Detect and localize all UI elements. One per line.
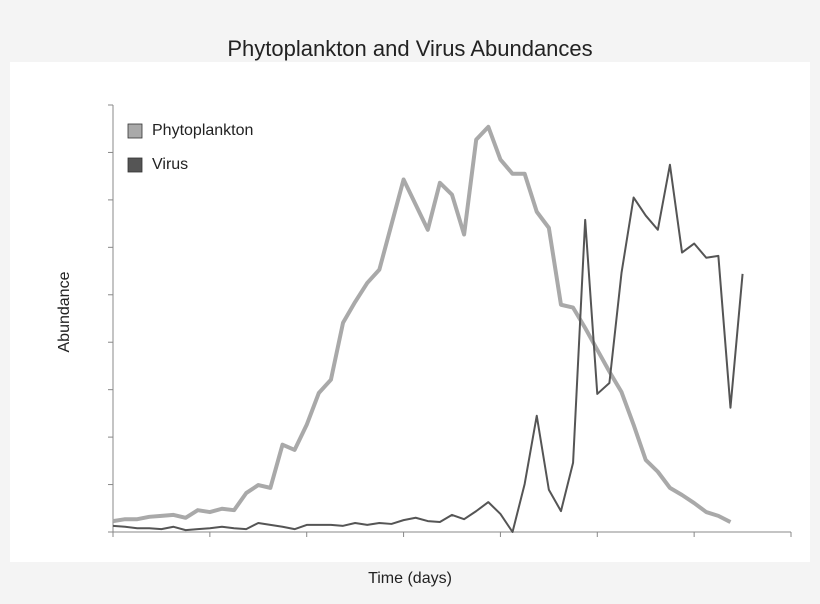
legend-swatch bbox=[127, 157, 143, 173]
series-line bbox=[112, 163, 744, 533]
x-axis-label: Time (days) bbox=[368, 570, 452, 587]
y-axis-label: Abundance bbox=[56, 271, 73, 352]
series-line bbox=[112, 124, 732, 524]
plot-background bbox=[10, 62, 810, 562]
legend-label: Phytoplankton bbox=[152, 122, 253, 139]
chart-title: Phytoplankton and Virus Abundances bbox=[227, 36, 592, 61]
legend-swatch bbox=[127, 123, 143, 139]
legend-label: Virus bbox=[152, 156, 188, 173]
